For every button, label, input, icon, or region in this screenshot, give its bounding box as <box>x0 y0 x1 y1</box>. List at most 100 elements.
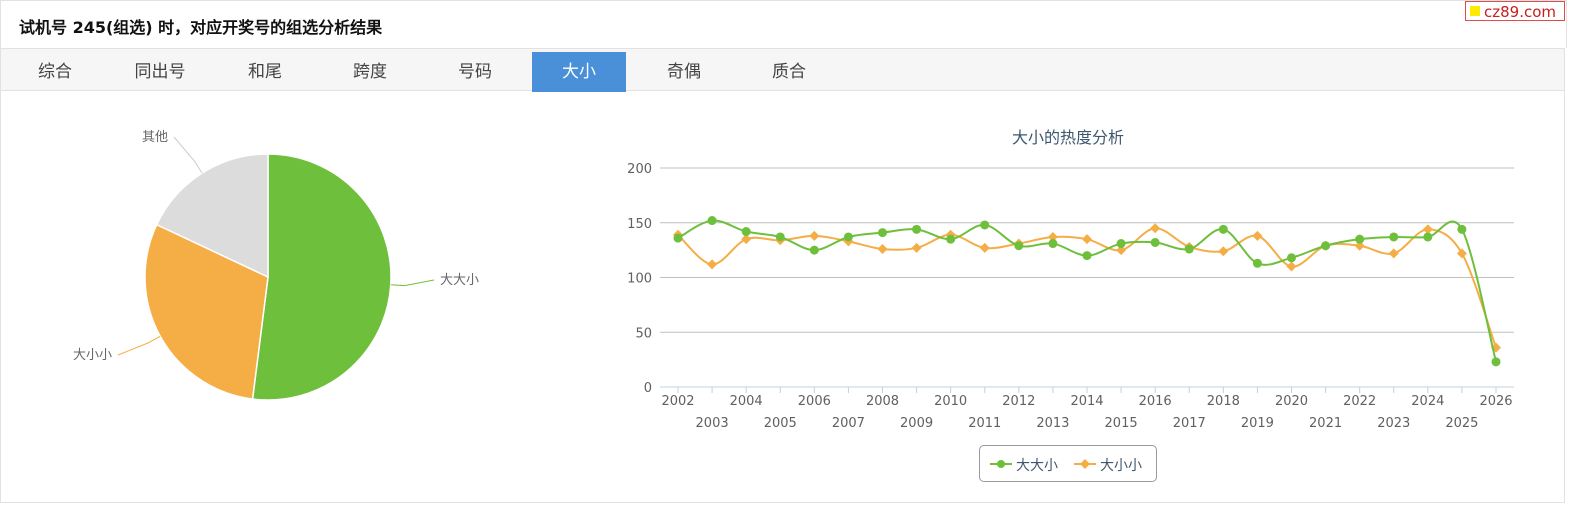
header-bar: 试机号 245(组选) 时，对应开奖号的组选分析结果 <box>0 0 1567 48</box>
tab-kuadu[interactable]: 跨度 <box>353 62 387 82</box>
data-point <box>1456 248 1467 259</box>
data-point <box>1355 234 1365 244</box>
x-tick-label: 2003 <box>696 416 729 431</box>
data-point <box>1150 237 1160 247</box>
tab-daxiao[interactable]: 大小 <box>532 52 626 92</box>
x-tick-label: 2004 <box>730 394 763 409</box>
data-point <box>1491 357 1501 367</box>
legend-marker-circle-icon <box>990 460 1012 468</box>
x-tick-label: 2005 <box>764 416 797 431</box>
data-point <box>1287 253 1296 263</box>
data-point <box>1116 239 1126 249</box>
pie-slice <box>251 153 392 401</box>
x-tick-label: 2017 <box>1173 416 1206 431</box>
x-tick-label: 2025 <box>1445 416 1478 431</box>
data-point <box>1286 261 1297 272</box>
data-point <box>912 224 922 234</box>
x-tick-label: 2023 <box>1377 416 1410 431</box>
y-tick-label: 100 <box>627 272 652 287</box>
data-point <box>707 259 718 270</box>
data-point <box>1116 245 1127 256</box>
data-point <box>1218 224 1228 234</box>
y-tick-label: 50 <box>635 326 652 341</box>
data-point <box>1321 241 1331 251</box>
data-point <box>1252 258 1262 268</box>
brand-dot-icon <box>1470 6 1480 16</box>
tab-tongchuhao[interactable]: 同出号 <box>134 62 186 82</box>
y-tick-label: 0 <box>644 381 652 396</box>
x-tick-label: 2024 <box>1411 394 1444 409</box>
chart-title: 大小的热度分析 <box>1012 128 1124 147</box>
data-point <box>980 220 990 230</box>
x-tick-label: 2002 <box>661 394 694 409</box>
x-tick-label: 2020 <box>1275 394 1308 409</box>
x-tick-label: 2014 <box>1070 394 1103 409</box>
brand-logo[interactable]: cz89.com <box>1465 1 1565 21</box>
data-point <box>843 232 853 242</box>
legend-marker-diamond-icon <box>1074 459 1096 469</box>
x-tick-label: 2010 <box>934 394 967 409</box>
data-point <box>878 228 887 238</box>
data-point <box>1047 231 1058 242</box>
tab-haoma[interactable]: 号码 <box>458 62 492 82</box>
x-tick-label: 2006 <box>798 394 831 409</box>
tab-hewei[interactable]: 和尾 <box>248 62 282 82</box>
tab-zhihe[interactable]: 质合 <box>772 62 806 82</box>
x-tick-label: 2019 <box>1241 416 1274 431</box>
data-point <box>741 234 752 245</box>
pie-label: 大小小 <box>73 348 112 363</box>
data-point <box>1252 230 1263 241</box>
pie-connector <box>117 335 161 356</box>
page-title: 试机号 245(组选) 时，对应开奖号的组选分析结果 <box>19 18 383 37</box>
x-tick-label: 2007 <box>832 416 865 431</box>
data-point <box>1422 224 1433 235</box>
data-point <box>1389 232 1399 242</box>
data-point <box>741 227 751 237</box>
data-point <box>707 216 717 226</box>
data-point <box>1388 248 1399 259</box>
x-tick-label: 2016 <box>1139 394 1172 409</box>
legend-label-daxiaoxiao: 大小小 <box>1100 458 1142 474</box>
tab-bar: 综合 同出号 和尾 跨度 号码 大小 奇偶 质合 <box>0 48 1565 92</box>
pie-label: 其他 <box>142 130 168 145</box>
data-point <box>1423 232 1433 242</box>
chart-legend: 大大小 大小小 <box>979 445 1157 482</box>
brand-text: cz89.com <box>1484 3 1557 21</box>
y-tick-label: 200 <box>627 162 652 177</box>
x-tick-label: 2018 <box>1207 394 1240 409</box>
x-tick-label: 2015 <box>1105 416 1138 431</box>
x-tick-label: 2012 <box>1002 394 1035 409</box>
data-point <box>946 234 956 244</box>
x-tick-label: 2022 <box>1343 394 1376 409</box>
tab-zonghe[interactable]: 综合 <box>38 62 72 82</box>
data-point <box>1457 224 1467 234</box>
data-point <box>1082 234 1092 245</box>
data-point <box>1184 244 1194 254</box>
data-point <box>979 242 990 253</box>
data-point <box>1048 239 1058 249</box>
data-point <box>809 230 820 241</box>
data-point <box>877 244 888 255</box>
data-point <box>1082 251 1092 261</box>
x-tick-label: 2011 <box>968 416 1001 431</box>
analysis-panel <box>0 91 1565 503</box>
y-tick-label: 150 <box>627 217 652 232</box>
data-point <box>673 233 683 243</box>
data-point <box>911 242 922 253</box>
x-tick-label: 2009 <box>900 416 933 431</box>
x-tick-label: 2013 <box>1036 416 1069 431</box>
pie-label: 大大小 <box>440 273 479 288</box>
data-point <box>1150 223 1161 234</box>
pie-connector <box>173 136 203 174</box>
data-point <box>809 245 819 255</box>
x-tick-label: 2021 <box>1309 416 1342 431</box>
pie-connector <box>390 279 435 287</box>
x-tick-label: 2008 <box>866 394 899 409</box>
legend-label-dadaxiao: 大大小 <box>1016 458 1058 474</box>
tab-qiou[interactable]: 奇偶 <box>667 62 701 82</box>
line-chart: 大小的热度分析050100150200200220032004200520062… <box>627 128 1514 431</box>
data-point <box>1014 241 1024 251</box>
data-point <box>1354 240 1365 251</box>
data-point <box>1218 246 1229 257</box>
